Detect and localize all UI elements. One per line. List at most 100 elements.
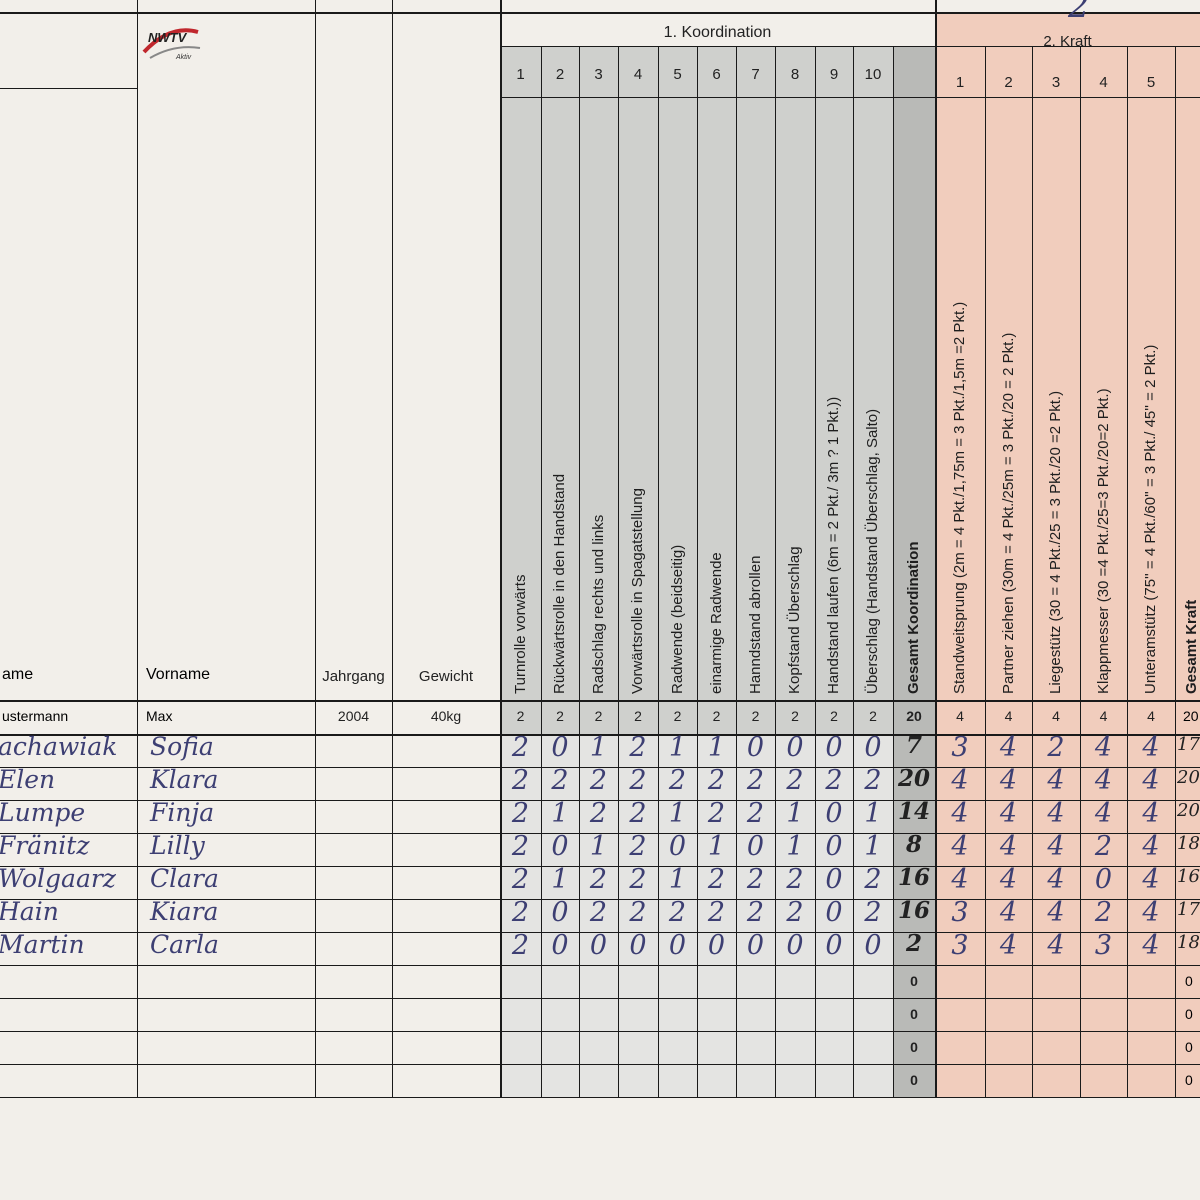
koordination-exercise-label: Handstand laufen (6m = 2 Pkt./ 3m ? 1 Pk… <box>825 396 842 694</box>
koordination-score: 2 <box>629 831 647 862</box>
example-koordination-value: 2 <box>869 708 877 724</box>
grid-vline <box>500 0 502 1097</box>
example-koordination-value: 2 <box>594 708 603 724</box>
empty-gesamt-koordination: 0 <box>910 1039 918 1055</box>
kraft-score: 4 <box>999 732 1018 763</box>
koordination-score: 2 <box>746 765 765 796</box>
koordination-data-cell-bg <box>697 734 736 1097</box>
koordination-data-cell-bg <box>853 734 893 1097</box>
kraft-score: 4 <box>1142 798 1160 829</box>
kraft-score: 2 <box>1047 732 1065 763</box>
koordination-score: 0 <box>864 930 882 961</box>
koordination-score: 1 <box>551 864 569 895</box>
kraft-col-number: 3 <box>1051 74 1061 91</box>
koordination-data-cell-bg <box>815 734 853 1097</box>
koordination-score: 2 <box>511 864 530 895</box>
koordination-score: 0 <box>825 732 843 763</box>
koordination-score: 2 <box>746 897 765 928</box>
koordination-col-number: 9 <box>829 66 839 83</box>
grid-vline <box>697 46 698 1097</box>
kraft-score: 0 <box>1094 864 1113 895</box>
gesamt-koordination-bg <box>893 46 935 1097</box>
koordination-score: 1 <box>707 831 726 862</box>
athlete-name: Lumpe <box>0 798 86 827</box>
athlete-vorname: Lilly <box>150 831 205 860</box>
koordination-score: 2 <box>668 897 687 928</box>
kraft-score: 4 <box>1047 930 1065 961</box>
koordination-score: 1 <box>668 732 687 763</box>
kraft-score: 4 <box>1142 732 1160 763</box>
koordination-score: 2 <box>707 864 726 895</box>
koordination-score: 0 <box>707 930 726 961</box>
gesamt-kraft-score: 18 <box>1177 833 1200 854</box>
koordination-score: 2 <box>589 864 608 895</box>
koordination-score: 2 <box>511 930 530 961</box>
kraft-score: 4 <box>999 897 1018 928</box>
athlete-name: achawiak <box>0 732 118 761</box>
koordination-exercise-label: Rückwärtsrolle in den Handstand <box>551 473 568 694</box>
gesamt-koordination-score: 2 <box>905 930 922 957</box>
athlete-name: Fränitz <box>0 831 90 860</box>
kraft-score: 4 <box>999 765 1018 796</box>
gesamt-kraft-score: 17 <box>1177 734 1200 755</box>
grid-vline <box>893 46 894 1097</box>
koordination-score: 2 <box>511 798 530 829</box>
koordination-exercise-label: Überschlag (Handstand Überschlag, Salto) <box>864 408 881 694</box>
kraft-score: 4 <box>1047 864 1065 895</box>
kraft-score: 4 <box>1094 732 1113 763</box>
koordination-score: 2 <box>707 765 726 796</box>
athlete-name: Wolgaarz <box>0 864 116 893</box>
koordination-score: 2 <box>589 798 608 829</box>
example-vorname: Max <box>146 708 173 724</box>
athlete-vorname: Finja <box>150 798 215 827</box>
koordination-data-cell-bg <box>775 734 815 1097</box>
example-koordination-value: 2 <box>791 708 799 724</box>
example-koordination-value: 2 <box>634 708 642 724</box>
koordination-col-number: 3 <box>594 66 603 83</box>
kraft-score: 3 <box>951 732 969 763</box>
koordination-score: 1 <box>786 798 804 829</box>
example-koordination-value: 2 <box>673 708 682 724</box>
kraft-score: 2 <box>1094 897 1113 928</box>
example-kraft-value: 4 <box>1052 708 1060 724</box>
athlete-vorname: Kiara <box>150 897 219 926</box>
kraft-score: 3 <box>951 930 969 961</box>
koordination-score: 2 <box>511 831 530 862</box>
grid-vline <box>618 46 619 1097</box>
koordination-score: 2 <box>786 897 804 928</box>
gesamt-kraft-label: Gesamt Kraft <box>1182 599 1200 694</box>
empty-gesamt-kraft: 0 <box>1185 1039 1193 1055</box>
kraft-score: 4 <box>1047 798 1065 829</box>
kraft-score: 4 <box>1094 798 1113 829</box>
koordination-col-number: 8 <box>790 66 800 83</box>
koordination-exercise-label: Vorwärtsrolle in Spagatstellung <box>629 488 646 694</box>
gesamt-kraft-score: 16 <box>1177 866 1200 887</box>
grid-hline <box>0 734 1200 736</box>
grid-hline <box>0 866 1200 867</box>
koordination-score: 0 <box>825 930 843 961</box>
kraft-score: 4 <box>951 831 969 862</box>
kraft-score: 3 <box>1094 930 1113 961</box>
kraft-score: 4 <box>1142 897 1160 928</box>
kraft-score: 4 <box>951 798 969 829</box>
koordination-col-number: 5 <box>673 66 682 83</box>
grid-hline <box>0 88 137 89</box>
gewicht-header: Gewicht <box>418 668 474 685</box>
kraft-score: 4 <box>999 831 1018 862</box>
grid-vline <box>736 46 737 1097</box>
koordination-score: 2 <box>746 798 765 829</box>
example-kraft-value: 4 <box>956 708 964 724</box>
grid-vline <box>1175 46 1176 1097</box>
example-koordination-value: 2 <box>556 708 564 724</box>
kraft-score: 4 <box>1142 930 1160 961</box>
logo-text: NWTV <box>148 30 187 45</box>
grid-hline <box>0 833 1200 834</box>
gesamt-koordination-score: 20 <box>897 765 930 792</box>
kraft-col-number: 1 <box>955 74 965 91</box>
grid-vline <box>1080 46 1081 1097</box>
grid-vline <box>815 46 816 1097</box>
gesamt-kraft-score: 20 <box>1177 767 1200 788</box>
koordination-score: 2 <box>589 897 608 928</box>
gesamt-kraft-score: 20 <box>1177 800 1200 821</box>
gesamt-koordination-score: 14 <box>897 798 930 825</box>
